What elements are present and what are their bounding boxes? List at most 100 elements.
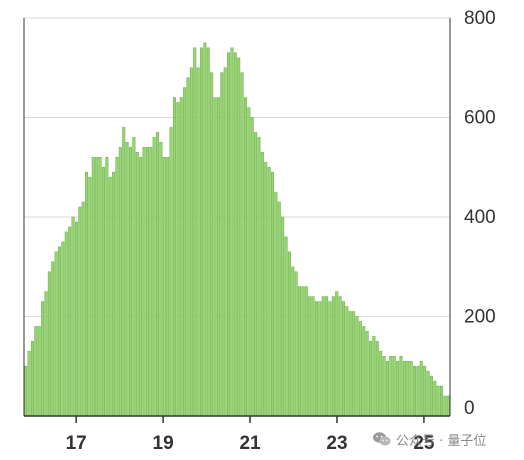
histogram-bar	[74, 221, 78, 417]
histogram-bar	[426, 370, 430, 417]
histogram-bar	[298, 286, 302, 417]
histogram-bar	[159, 142, 163, 417]
histogram-bar	[78, 206, 82, 417]
histogram-bar	[186, 77, 190, 417]
histogram-bar	[61, 241, 65, 417]
histogram-bar	[423, 365, 427, 417]
histogram-bar	[379, 351, 383, 417]
histogram-bar	[227, 52, 231, 417]
histogram-bar	[308, 296, 312, 417]
y-tick-label: 400	[464, 207, 496, 228]
histogram-bar	[71, 216, 75, 417]
histogram-bar	[30, 341, 34, 417]
histogram-bar	[64, 231, 68, 417]
histogram-bar	[213, 97, 217, 417]
histogram-bar	[152, 137, 156, 417]
histogram-bar	[233, 52, 237, 417]
histogram-bar	[68, 226, 72, 417]
histogram-bar	[314, 301, 318, 417]
histogram-bar	[406, 360, 410, 417]
histogram-bar	[128, 147, 133, 417]
histogram-bar	[291, 266, 295, 417]
histogram-bar	[41, 301, 45, 417]
histogram-bar	[223, 67, 227, 417]
histogram-bar	[443, 395, 447, 417]
histogram-bar	[396, 360, 400, 417]
y-axis: 0 200 400 600 800	[464, 8, 496, 419]
histogram-bar	[91, 157, 95, 417]
histogram-bar	[145, 147, 149, 417]
histogram-bar	[345, 306, 349, 417]
histogram-bar	[112, 171, 116, 417]
histogram-bar	[47, 271, 51, 417]
histogram-bar	[433, 380, 437, 417]
histogram-bar	[57, 246, 62, 417]
x-axis: 17 19 21 23 25	[24, 415, 450, 454]
histogram-bar	[162, 157, 166, 417]
histogram-bar	[115, 157, 119, 417]
histogram-bar	[132, 137, 136, 417]
histogram-bar	[54, 251, 58, 417]
histogram-bar	[301, 286, 305, 417]
histogram-bar	[210, 72, 214, 417]
histogram-bar	[365, 331, 369, 417]
y-tick-label: 0	[464, 398, 475, 419]
histogram-bar	[335, 291, 339, 417]
histogram-bar	[193, 47, 197, 417]
x-tick-label: 23	[326, 433, 347, 454]
histogram-bar	[274, 191, 278, 417]
histogram-bar	[169, 127, 173, 417]
histogram-bar	[372, 336, 376, 417]
histogram-bar	[311, 296, 315, 417]
histogram-bar	[250, 117, 254, 417]
histogram-bar	[247, 107, 251, 417]
bars	[24, 42, 450, 417]
histogram-bar	[142, 147, 146, 417]
histogram-bar	[254, 132, 258, 417]
histogram-bar	[416, 365, 420, 417]
histogram-bar	[44, 291, 48, 417]
histogram-bar	[88, 176, 92, 417]
x-tick-label: 21	[239, 433, 261, 454]
histogram-bar	[216, 97, 220, 417]
histogram-bar	[328, 301, 332, 417]
histogram-bar	[95, 157, 99, 417]
histogram-bar	[149, 147, 153, 417]
histogram-bar	[203, 42, 207, 417]
histogram-bar	[402, 360, 406, 417]
histogram-bar	[338, 296, 342, 417]
histogram-bar	[122, 127, 126, 417]
histogram-bar	[105, 157, 109, 417]
x-tick-label: 19	[153, 433, 174, 454]
histogram-bar	[382, 355, 386, 417]
histogram-bar	[24, 365, 28, 417]
histogram-bar	[220, 72, 224, 417]
histogram-bar	[369, 341, 373, 417]
histogram-bar	[270, 171, 275, 417]
histogram-bar	[304, 286, 308, 417]
histogram-bar	[176, 102, 180, 417]
histogram-bar	[392, 355, 396, 417]
histogram-bar	[166, 157, 170, 417]
histogram-bar	[385, 360, 389, 417]
histogram-bar	[341, 301, 346, 417]
histogram-bar	[446, 395, 450, 417]
histogram-bar	[237, 57, 241, 417]
histogram-bar	[189, 67, 193, 417]
histogram-bar	[206, 47, 210, 417]
y-tick-label: 200	[464, 307, 496, 328]
histogram-bar	[318, 301, 322, 417]
histogram-bar	[51, 261, 55, 417]
histogram-bar	[284, 236, 288, 417]
histogram-bar	[264, 161, 268, 417]
gridlines	[24, 17, 450, 317]
histogram-bar	[98, 157, 102, 417]
histogram-bar	[240, 72, 244, 417]
histogram-bar	[277, 201, 281, 417]
histogram-bar	[352, 311, 356, 417]
histogram-bar	[321, 296, 325, 417]
histogram-bar	[440, 385, 444, 417]
x-tick-label: 17	[66, 433, 87, 454]
histogram-bar	[27, 351, 31, 417]
histogram-bar	[34, 326, 38, 417]
